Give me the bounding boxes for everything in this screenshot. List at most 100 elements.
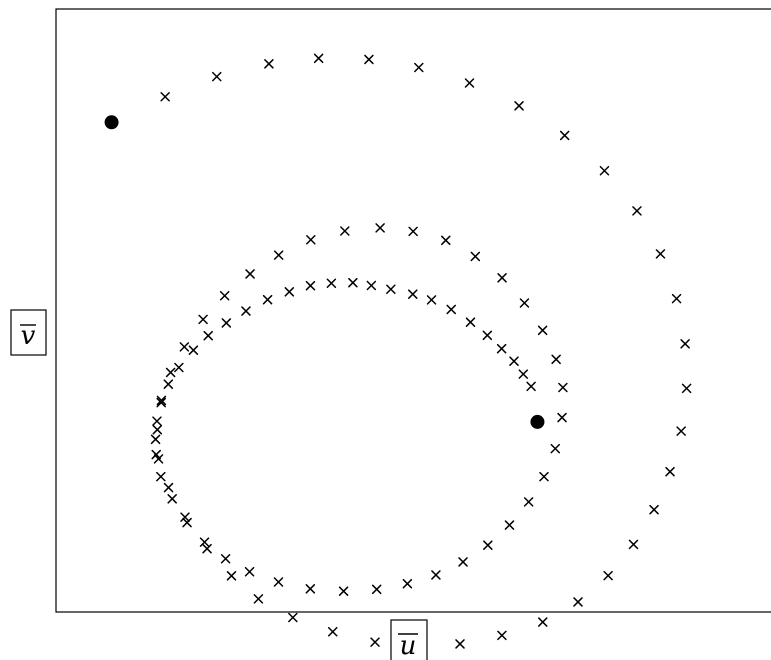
data-point-92 [446,304,456,315]
data-point-16 [676,426,686,436]
x-axis-label: u [390,619,428,660]
data-point-88 [366,280,377,291]
data-point-7 [464,78,475,88]
data-point-27 [327,626,338,637]
data-point-24 [455,639,465,649]
data-point-18 [649,504,659,515]
data-point-26 [370,637,380,647]
data-point-19 [628,539,639,550]
x-axis-label-text: u [400,631,417,660]
data-point-5 [364,54,374,65]
data-point-3 [264,59,274,69]
data-point-14 [680,339,690,349]
data-point-69 [199,537,210,547]
data-point-36 [156,395,167,406]
data-point-84 [284,287,295,297]
data-point-46 [408,226,418,237]
data-point-58 [504,520,515,530]
data-point-68 [220,554,231,564]
data-point-91 [426,295,437,305]
data-point-77 [163,379,174,389]
data-point-29 [253,594,264,604]
data-point-64 [338,586,349,596]
data-point-17 [665,466,675,477]
data-point-70 [182,517,192,528]
data-point-62 [402,578,413,589]
data-point-65 [305,584,316,594]
data-point-38 [179,342,190,352]
data-point-11 [632,206,642,216]
y-axis-label: v [10,309,47,356]
data-point-21 [573,597,583,607]
data-point-74 [150,434,161,445]
data-point-75 [152,416,162,426]
data-point-50 [519,298,530,308]
data-point-10 [599,165,610,176]
data-point-4 [313,53,324,64]
data-point-82 [241,306,251,316]
data-point-78 [174,362,184,373]
data-point-94 [482,330,493,341]
data-point-34 [153,454,164,464]
y-axis-label-text: v [21,321,36,351]
data-point-59 [483,540,493,550]
x-axis-label-box [390,619,428,660]
data-point-89 [386,284,396,295]
data-point-20 [603,570,613,581]
data-marks [104,53,692,651]
data-point-49 [497,273,507,283]
data-point-42 [273,250,284,260]
data-point-6 [414,62,424,73]
data-point-9 [559,130,570,141]
data-point-39 [198,314,208,325]
data-point-71 [167,494,177,504]
data-point-37 [165,367,176,378]
data-point-53 [558,382,568,393]
y-axis-label-box [10,309,47,356]
data-point-48 [470,251,481,262]
data-point-28 [288,612,298,623]
data-point-95 [496,343,507,354]
data-point-45 [375,223,385,233]
data-point-60 [458,557,468,567]
data-point-73 [151,449,161,460]
data-point-87 [348,277,358,288]
data-point-55 [550,443,561,454]
data-point-90 [408,289,418,299]
data-point-2 [212,71,222,82]
data-point-54 [557,412,567,423]
data-point-79 [188,345,199,355]
data-point-61 [431,570,441,580]
data-point-41 [245,269,255,279]
data-point-72 [156,471,166,482]
data-point-97 [518,369,529,379]
data-point-98 [526,381,536,392]
data-point-23 [497,630,507,641]
start-point [104,115,119,130]
data-point-85 [305,280,316,291]
data-point-81 [221,318,232,328]
data-point-13 [671,293,682,304]
data-point-57 [523,497,534,507]
data-point-47 [441,235,451,246]
data-point-8 [514,101,524,111]
data-point-51 [537,325,548,336]
data-point-32 [180,512,190,522]
data-point-40 [219,290,230,301]
data-point-43 [306,235,316,245]
data-point-67 [244,566,255,577]
data-point-86 [326,278,337,288]
data-point-1 [160,91,170,102]
data-point-22 [538,617,548,627]
data-point-56 [539,471,549,482]
data-point-30 [226,571,237,581]
data-point-12 [655,249,666,259]
data-point-96 [509,356,519,366]
end-point [530,414,545,429]
data-point-76 [156,397,166,408]
data-point-83 [262,294,273,305]
data-point-44 [340,226,350,236]
data-point-31 [202,543,212,554]
data-point-80 [203,330,213,341]
